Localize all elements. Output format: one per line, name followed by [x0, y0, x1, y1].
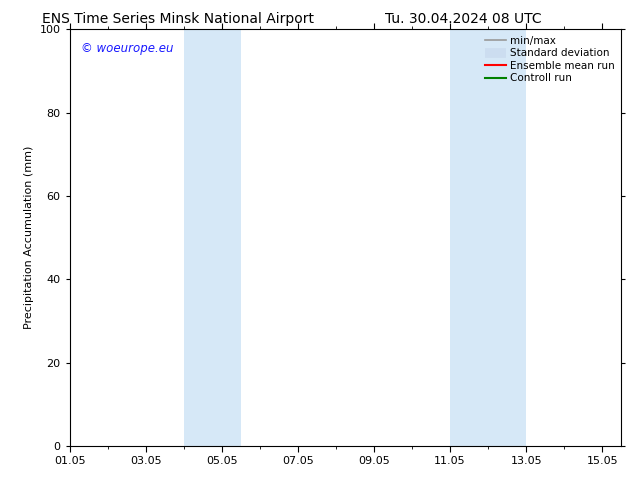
Bar — [450, 29, 526, 446]
Text: Tu. 30.04.2024 08 UTC: Tu. 30.04.2024 08 UTC — [384, 12, 541, 26]
Y-axis label: Precipitation Accumulation (mm): Precipitation Accumulation (mm) — [24, 146, 34, 329]
Bar — [184, 29, 241, 446]
Text: © woeurope.eu: © woeurope.eu — [81, 42, 173, 55]
Text: ENS Time Series Minsk National Airport: ENS Time Series Minsk National Airport — [41, 12, 314, 26]
Legend: min/max, Standard deviation, Ensemble mean run, Controll run: min/max, Standard deviation, Ensemble me… — [481, 31, 619, 88]
